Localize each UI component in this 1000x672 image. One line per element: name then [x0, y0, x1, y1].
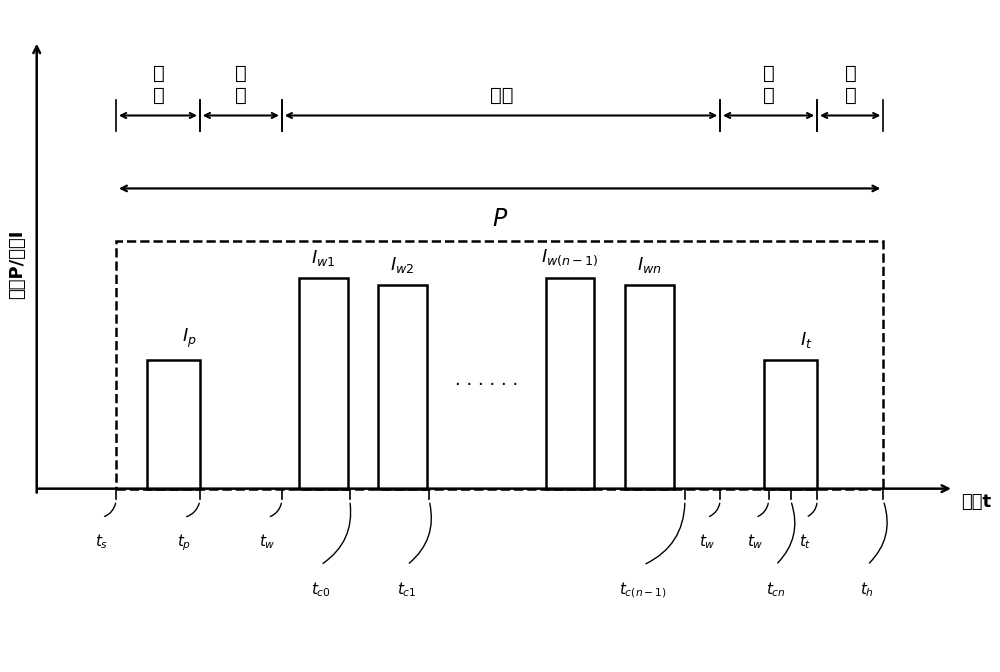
Text: $t_t$: $t_t$ — [799, 533, 812, 552]
Text: 预
压: 预 压 — [153, 65, 164, 106]
Text: $I_{w1}$: $I_{w1}$ — [311, 248, 336, 268]
Text: 回
火: 回 火 — [763, 65, 775, 106]
Text: 焊接: 焊接 — [490, 86, 513, 106]
Text: $t_p$: $t_p$ — [177, 533, 191, 553]
Text: $t_w$: $t_w$ — [747, 533, 764, 552]
Bar — [378, 285, 427, 489]
Text: 时间t: 时间t — [961, 493, 991, 511]
Text: $I_{wn}$: $I_{wn}$ — [637, 255, 662, 275]
Text: 保
压: 保 压 — [845, 65, 857, 106]
Text: $I_t$: $I_t$ — [800, 329, 813, 349]
Text: $t_{c1}$: $t_{c1}$ — [397, 580, 417, 599]
Text: $t_{c0}$: $t_{c0}$ — [311, 580, 331, 599]
Text: $I_p$: $I_p$ — [182, 327, 197, 349]
Text: $t_h$: $t_h$ — [860, 580, 874, 599]
Bar — [625, 285, 674, 489]
Text: $I_{w2}$: $I_{w2}$ — [390, 255, 415, 275]
Text: $t_{cn}$: $t_{cn}$ — [766, 580, 786, 599]
Text: $t_s$: $t_s$ — [95, 533, 109, 552]
Bar — [147, 360, 200, 489]
Bar — [764, 360, 817, 489]
Text: 预
热: 预 热 — [235, 65, 247, 106]
Text: $P$: $P$ — [492, 207, 508, 231]
Text: · · · · · ·: · · · · · · — [455, 376, 518, 394]
Text: $t_w$: $t_w$ — [699, 533, 715, 552]
Text: $t_{c(n-1)}$: $t_{c(n-1)}$ — [619, 580, 667, 600]
Text: $t_w$: $t_w$ — [259, 533, 276, 552]
Text: $I_{w(n-1)}$: $I_{w(n-1)}$ — [541, 247, 599, 268]
Bar — [299, 278, 348, 489]
Bar — [546, 278, 594, 489]
Text: 压力P/电流I: 压力P/电流I — [8, 230, 26, 300]
